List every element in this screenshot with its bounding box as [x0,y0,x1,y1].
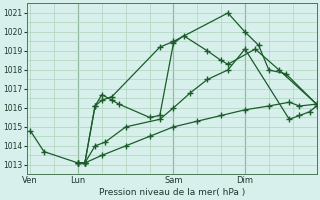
X-axis label: Pression niveau de la mer( hPa ): Pression niveau de la mer( hPa ) [99,188,245,197]
